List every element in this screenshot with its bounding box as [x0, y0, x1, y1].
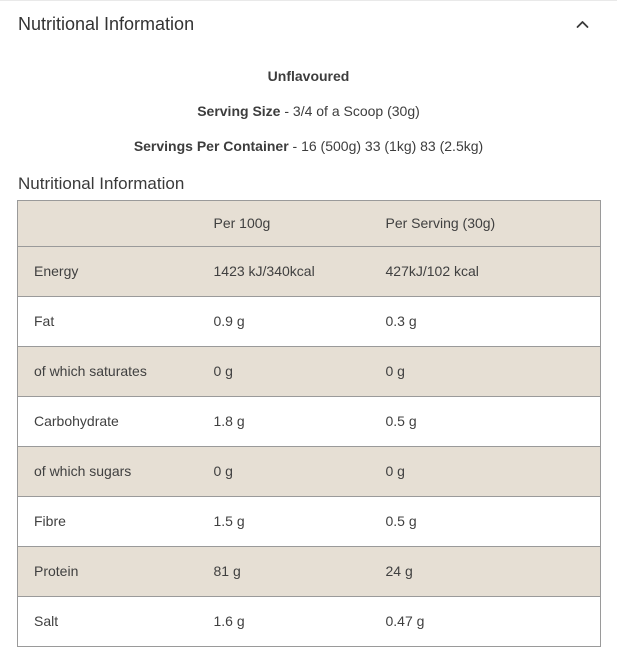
servings-per-container-label: Servings Per Container	[133, 138, 289, 154]
per-100g-cell: 0.9 g	[213, 313, 245, 329]
per-serving-cell: 0 g	[385, 463, 405, 479]
serving-size-label: Serving Size	[197, 103, 281, 119]
table-row: Energy 1423 kJ/340kcal 427kJ/102 kcal	[17, 246, 601, 297]
row-label-cell: Fibre	[34, 513, 66, 529]
header-per-100g-cell: Per 100g	[213, 215, 271, 231]
header-per-serving-cell: Per Serving (30g)	[385, 215, 496, 231]
per-serving-cell: 0.5 g	[385, 413, 417, 429]
per-100g-cell: 1.5 g	[213, 513, 245, 529]
serving-info: Unflavoured Serving Size - 3/4 of a Scoo…	[0, 68, 617, 155]
accordion-title: Nutritional Information	[18, 14, 195, 34]
table-title: Nutritional Information	[18, 174, 185, 193]
per-100g-cell: 1.6 g	[213, 613, 245, 629]
per-serving-cell: 0 g	[385, 363, 405, 379]
table-row: Salt 1.6 g 0.47 g	[17, 597, 601, 647]
header-empty-cell	[18, 201, 198, 247]
accordion-header[interactable]: Nutritional Information	[0, 0, 617, 42]
per-serving-cell: 0.5 g	[385, 513, 417, 529]
row-label-cell: of which saturates	[34, 363, 147, 379]
per-serving-cell: 24 g	[385, 563, 413, 579]
per-serving-cell: 0.3 g	[385, 313, 417, 329]
per-100g-cell: 0 g	[213, 463, 233, 479]
servings-per-container-value: - 16 (500g) 33 (1kg) 83 (2.5kg)	[288, 138, 484, 154]
nutrition-table-body: Energy 1423 kJ/340kcal 427kJ/102 kcal Fat 0.…	[17, 246, 601, 647]
servings-per-container-line: Servings Per Container - 16 (500g) 33 (1…	[0, 138, 617, 155]
nutrition-table: Per 100g Per Serving (30g) Energy 1423 kJ…	[17, 200, 601, 647]
serving-size-value: - 3/4 of a Scoop (30g)	[280, 103, 420, 119]
serving-size-line: Serving Size - 3/4 of a Scoop (30g)	[0, 103, 617, 120]
row-label-cell: Protein	[34, 563, 79, 579]
per-100g-cell: 1423 kJ/340kcal	[213, 263, 315, 279]
table-row: Protein 81 g 24 g	[17, 546, 601, 597]
table-row: of which saturates 0 g 0 g	[17, 346, 601, 397]
table-row: Fat 0.9 g 0.3 g	[17, 297, 601, 347]
table-row: Fibre 1.5 g 0.5 g	[17, 497, 601, 547]
table-header-row: Per 100g Per Serving (30g)	[17, 200, 601, 247]
per-serving-cell: 427kJ/102 kcal	[385, 263, 479, 279]
per-serving-cell: 0.47 g	[385, 613, 425, 629]
flavour-label: Unflavoured	[267, 68, 350, 84]
row-label-cell: Salt	[34, 613, 59, 629]
row-label-cell: Carbohydrate	[34, 413, 119, 429]
row-label-cell: Energy	[34, 263, 79, 279]
flavour-name: Unflavoured	[0, 68, 617, 85]
per-100g-cell: 0 g	[213, 363, 233, 379]
table-row: Carbohydrate 1.8 g 0.5 g	[17, 397, 601, 447]
table-row: of which sugars 0 g 0 g	[17, 446, 601, 497]
chevron-up-icon[interactable]	[576, 20, 589, 29]
row-label-cell: Fat	[34, 313, 55, 329]
per-100g-cell: 1.8 g	[213, 413, 245, 429]
row-label-cell: of which sugars	[34, 463, 132, 479]
per-100g-cell: 81 g	[213, 563, 241, 579]
